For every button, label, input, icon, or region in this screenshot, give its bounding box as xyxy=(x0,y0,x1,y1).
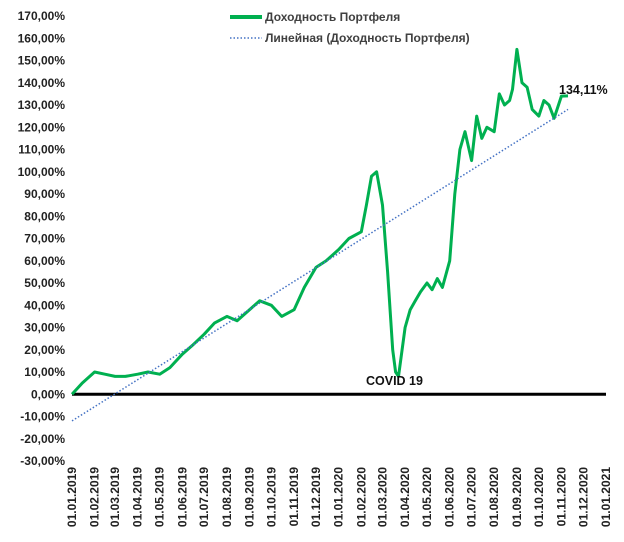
y-tick-label: 20,00% xyxy=(24,343,65,357)
y-tick-label: 140,00% xyxy=(18,76,66,90)
x-tick-label: 01.06.2019 xyxy=(175,467,189,527)
x-tick-label: 01.02.2019 xyxy=(88,467,102,527)
legend-label-portfolio: Доходность Портфеля xyxy=(265,10,400,24)
x-tick-label: 01.12.2019 xyxy=(309,467,323,527)
covid-label: COVID 19 xyxy=(366,374,423,388)
annotations: 134,11% COVID 19 xyxy=(366,83,608,388)
y-tick-label: 130,00% xyxy=(18,98,66,112)
x-tick-label: 01.01.2021 xyxy=(599,467,613,527)
x-tick-label: 01.11.2019 xyxy=(287,467,301,527)
plot-area xyxy=(70,47,569,422)
legend-label-trendline: Линейная (Доходность Портфеля) xyxy=(265,31,470,45)
x-tick-label: 01.03.2020 xyxy=(375,467,389,527)
x-tick-label: 01.08.2020 xyxy=(487,467,501,527)
y-tick-label: 0,00% xyxy=(31,387,65,401)
y-tick-label: -30,00% xyxy=(20,454,65,468)
x-tick-label: 01.03.2019 xyxy=(108,467,122,527)
x-tick-label: 01.09.2019 xyxy=(243,467,257,527)
x-tick-label: 01.11.2020 xyxy=(554,467,568,527)
x-tick-label: 01.01.2019 xyxy=(65,467,79,527)
y-axis: -30,00% -20,00% -10,00% 0,00% 10,00% 20,00% 30… xyxy=(18,9,66,468)
y-tick-label: 70,00% xyxy=(24,232,65,246)
x-tick-label: 01.08.2019 xyxy=(220,467,234,527)
x-tick-label: 01.10.2019 xyxy=(264,467,278,527)
x-tick-label: 01.12.2020 xyxy=(576,467,590,527)
x-tick-label: 01.07.2020 xyxy=(465,467,479,527)
x-tick-label: 01.05.2019 xyxy=(153,467,167,527)
x-axis: 01.01.2019 01.02.2019 01.03.2019 01.04.2019… xyxy=(65,467,613,527)
x-tick-label: 01.04.2020 xyxy=(398,467,412,527)
y-tick-label: 30,00% xyxy=(24,321,65,335)
last-value-label: 134,11% xyxy=(559,83,608,97)
y-tick-label: 120,00% xyxy=(18,120,66,134)
y-tick-label: 160,00% xyxy=(18,31,66,45)
x-tick-label: 01.01.2020 xyxy=(332,467,346,527)
y-tick-label: 100,00% xyxy=(18,165,66,179)
x-tick-label: 01.10.2020 xyxy=(532,467,546,527)
y-tick-label: 110,00% xyxy=(18,143,65,157)
x-tick-label: 01.07.2019 xyxy=(197,467,211,527)
legend: Доходность Портфеля Линейная (Доходность… xyxy=(230,10,470,45)
y-tick-label: 80,00% xyxy=(24,209,65,223)
x-tick-label: 01.04.2019 xyxy=(131,467,145,527)
x-tick-label: 01.05.2020 xyxy=(420,467,434,527)
y-tick-label: 60,00% xyxy=(24,254,65,268)
y-tick-label: 150,00% xyxy=(18,54,66,68)
y-tick-label: -10,00% xyxy=(20,410,65,424)
portfolio-return-series xyxy=(70,47,569,396)
y-tick-label: 170,00% xyxy=(18,9,66,23)
y-tick-label: 40,00% xyxy=(24,298,65,312)
x-tick-label: 01.06.2020 xyxy=(443,467,457,527)
y-tick-label: -20,00% xyxy=(20,432,65,446)
y-tick-label: 50,00% xyxy=(24,276,65,290)
x-tick-label: 01.09.2020 xyxy=(510,467,524,527)
y-tick-label: 10,00% xyxy=(24,365,65,379)
x-tick-label: 01.02.2020 xyxy=(354,467,368,527)
y-tick-label: 90,00% xyxy=(24,187,65,201)
